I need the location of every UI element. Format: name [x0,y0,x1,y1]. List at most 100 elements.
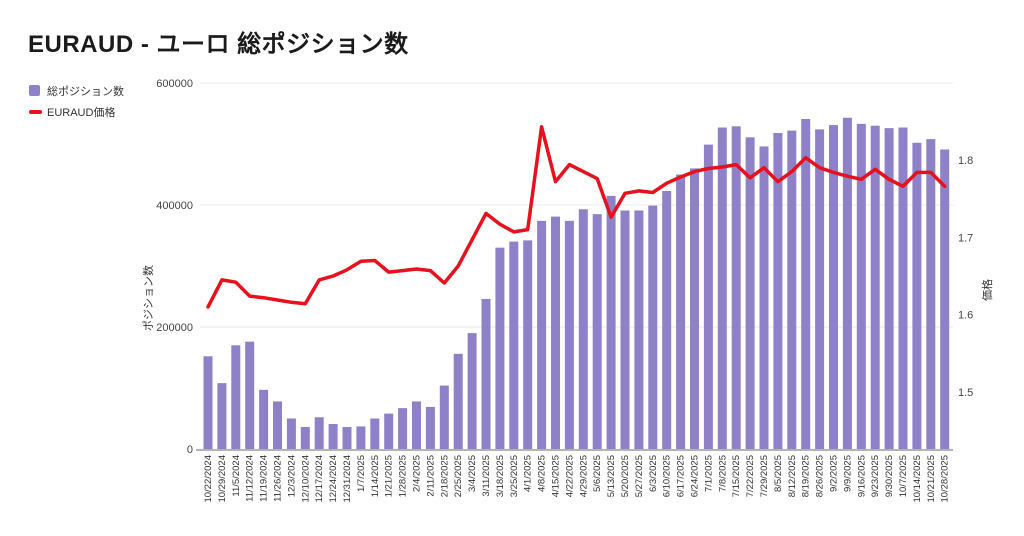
bar[interactable] [815,129,825,450]
x-axis-tick-label: 2/11/2025 [425,455,436,497]
x-axis-tick-label: 8/19/2025 [801,455,812,497]
bar[interactable] [273,401,282,449]
bar[interactable] [314,417,324,449]
left-axis-tick-label: 400000 [156,200,193,212]
x-axis-tick-label: 12/10/2024 [300,455,311,503]
legend: 総ポジション数 EURAUD価格 [29,80,124,122]
bar[interactable] [231,345,241,449]
x-axis-tick-label: 12/17/2024 [314,455,325,503]
bar[interactable] [495,247,505,449]
bar[interactable] [690,168,699,449]
bar[interactable] [606,195,616,449]
bar[interactable] [453,353,463,449]
bar-series-swatch-icon [29,85,40,96]
x-axis-tick-label: 3/11/2025 [481,455,492,497]
x-axis-tick-label: 1/28/2025 [398,455,409,497]
x-axis-tick-label: 1/21/2025 [384,455,395,497]
x-axis-tick-label: 10/22/2024 [203,455,214,503]
x-axis-tick-label: 3/25/2025 [509,455,520,497]
x-axis-tick-label: 7/15/2025 [731,455,742,497]
bar[interactable] [717,127,727,449]
left-axis-title: ポジション数 [142,265,155,331]
bar[interactable] [842,117,852,450]
bar[interactable] [662,190,672,449]
bar[interactable] [620,210,630,449]
bar[interactable] [787,130,797,449]
bar[interactable] [773,133,783,449]
right-axis-title: 価格 [980,279,994,301]
legend-label: 総ポジション数 [47,85,124,98]
x-axis-tick-label: 6/3/2025 [648,455,659,492]
bar[interactable] [870,125,880,449]
bar[interactable] [926,139,936,449]
bar[interactable] [537,220,547,449]
bar[interactable] [342,427,352,449]
x-axis-tick-label: 12/3/2024 [286,455,297,497]
x-axis-tick-label: 12/31/2024 [342,455,353,503]
bar[interactable] [648,205,658,449]
x-axis-tick-label: 7/1/2025 [703,455,714,492]
x-axis-tick-label: 9/30/2025 [884,455,895,497]
bar[interactable] [467,333,477,449]
x-axis-tick-label: 2/18/2025 [439,455,450,497]
bar[interactable] [425,406,435,449]
right-axis-tick-label: 1.6 [958,310,973,322]
x-axis-tick-label: 7/22/2025 [745,455,756,497]
bar[interactable] [731,126,741,449]
x-axis-tick-label: 4/1/2025 [523,455,534,492]
price-line[interactable] [206,125,947,309]
left-axis-tick-label: 200000 [156,322,193,334]
bar[interactable] [759,146,769,449]
bar[interactable] [634,210,644,449]
bar[interactable] [328,423,338,449]
bar[interactable] [801,118,811,450]
x-axis-tick-label: 1/14/2025 [370,455,381,497]
bar[interactable] [481,298,491,449]
bar[interactable] [856,123,866,450]
right-axis-tick-label: 1.7 [958,232,973,244]
x-axis-tick-label: 6/17/2025 [676,455,687,497]
bar[interactable] [439,385,449,449]
bar[interactable] [912,142,922,449]
bar[interactable] [745,137,755,450]
bar[interactable] [412,401,421,449]
bar[interactable] [940,149,950,450]
bar[interactable] [245,341,255,449]
bar[interactable] [884,128,894,449]
x-axis-tick-label: 9/16/2025 [856,455,867,497]
x-axis-tick-label: 4/15/2025 [551,455,562,497]
bar[interactable] [259,389,269,449]
bar[interactable] [370,418,380,450]
bar[interactable] [384,413,394,449]
x-axis-tick-label: 4/8/2025 [537,455,548,492]
bar[interactable] [676,174,686,450]
bar[interactable] [509,241,519,449]
bar[interactable] [592,214,602,449]
bar[interactable] [703,144,713,450]
bar[interactable] [356,426,366,449]
bar[interactable] [829,125,838,449]
x-axis-tick-label: 10/14/2025 [912,455,923,503]
bar[interactable] [286,418,296,450]
bar[interactable] [551,216,560,449]
bar[interactable] [217,383,227,449]
x-axis-tick-label: 5/6/2025 [592,455,603,492]
x-axis-tick-label: 4/22/2025 [564,455,575,497]
x-axis-tick-label: 11/12/2024 [245,455,256,502]
bar[interactable] [203,356,213,449]
legend-item-positions: 総ポジション数 [29,80,124,101]
x-axis-tick-label: 2/4/2025 [412,455,423,492]
x-axis-tick-label: 5/13/2025 [606,455,617,497]
bar[interactable] [523,240,533,449]
x-axis-tick-label: 3/18/2025 [495,455,506,497]
bar[interactable] [564,220,574,449]
x-axis-tick-label: 4/29/2025 [578,455,589,497]
bar[interactable] [300,427,310,449]
x-axis-tick-label: 10/21/2025 [926,455,937,503]
legend-label: EURAUD価格 [47,106,116,119]
bar[interactable] [898,127,908,449]
bar[interactable] [578,209,588,449]
x-axis-tick-label: 10/29/2024 [217,455,228,503]
bar[interactable] [398,408,408,449]
